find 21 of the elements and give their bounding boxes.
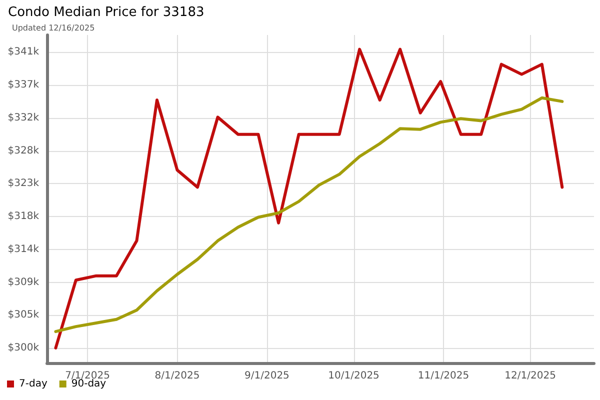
- y-tick-label: $328k: [8, 145, 40, 156]
- line-series: [54, 96, 564, 334]
- line-series: [54, 48, 564, 350]
- y-tick-label: $300k: [8, 342, 40, 354]
- x-tick-label: 10/1/2025: [328, 370, 380, 382]
- x-tick-label: 11/1/2025: [418, 370, 470, 382]
- y-tick-label: $323k: [8, 178, 40, 190]
- x-tick-label: 8/1/2025: [154, 370, 200, 382]
- y-tick-label: $341k: [8, 46, 40, 58]
- x-tick-label: 9/1/2025: [244, 370, 290, 382]
- y-tick-label: $305k: [8, 310, 40, 321]
- legend-label: 7-day: [19, 378, 48, 390]
- chart-subtitle: Updated 12/16/2025: [12, 24, 95, 32]
- y-tick-label: $309k: [8, 276, 40, 288]
- chart-title: Condo Median Price for 33183: [8, 5, 204, 20]
- y-tick-label: $314k: [8, 244, 40, 255]
- x-tick-label: 12/1/2025: [504, 370, 556, 382]
- y-tick-label: $318k: [8, 211, 40, 222]
- legend-label: 90-day: [71, 378, 106, 390]
- y-tick-label: $332k: [8, 112, 40, 124]
- y-tick-label: $337k: [8, 80, 40, 91]
